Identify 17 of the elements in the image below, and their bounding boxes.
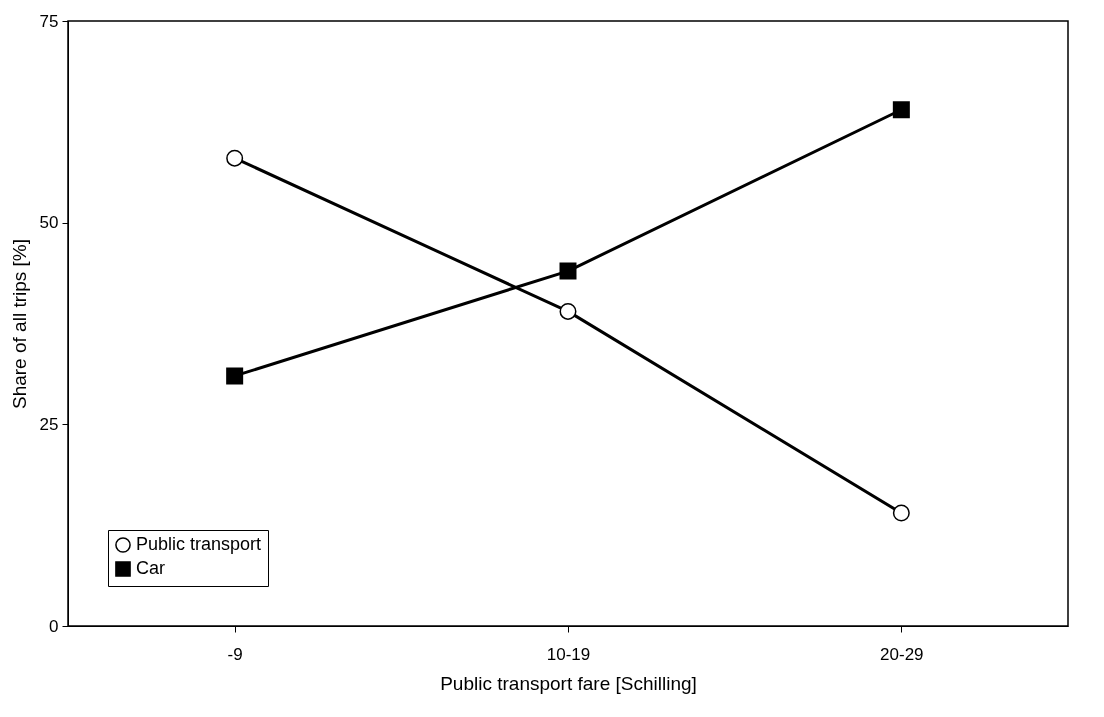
- y-axis-title: Share of all trips [%]: [8, 238, 30, 410]
- point: [226, 149, 244, 167]
- y-tick-label: 0: [49, 616, 59, 636]
- legend-label: Public transport: [136, 534, 262, 554]
- y-tick-label: 50: [39, 213, 59, 233]
- point: [892, 101, 910, 119]
- x-axis-title: Public transport fare [Schilling]: [440, 672, 697, 694]
- legend-label: Car: [136, 558, 166, 578]
- x-tick-label: 10-19: [546, 644, 591, 664]
- y-tick-label: 75: [39, 11, 59, 31]
- point: [226, 367, 244, 385]
- x-tick-label: -9: [227, 644, 243, 664]
- x-tick-label: 20-29: [880, 644, 924, 664]
- point: [892, 504, 910, 522]
- y-tick-label: 25: [39, 414, 59, 434]
- point: [559, 262, 577, 280]
- point: [559, 302, 577, 320]
